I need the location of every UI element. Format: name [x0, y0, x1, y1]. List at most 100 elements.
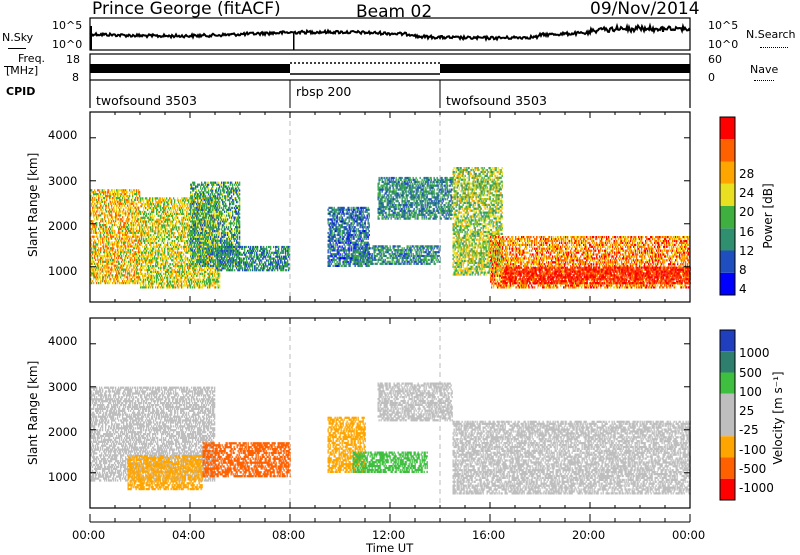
power-pixel: [200, 230, 201, 232]
power-pixel: [142, 234, 143, 236]
power-pixel: [162, 250, 163, 252]
power-pixel: [106, 197, 107, 199]
power-pixel: [92, 203, 93, 205]
power-pixel: [182, 223, 183, 225]
power-pixel: [100, 282, 101, 284]
power-pixel: [105, 282, 106, 284]
power-pixel: [223, 238, 224, 240]
power-pixel: [112, 224, 113, 226]
power-pixel: [171, 246, 172, 248]
power-pixel: [127, 205, 128, 207]
power-pixel: [91, 230, 92, 232]
power-pixel: [151, 234, 152, 236]
power-pixel: [205, 259, 206, 261]
power-pixel: [95, 228, 96, 230]
power-pixel: [108, 189, 109, 191]
power-pixel: [226, 186, 227, 188]
power-pixel: [172, 275, 173, 277]
power-pixel: [160, 205, 161, 207]
power-pixel: [165, 209, 166, 211]
power-pixel: [150, 265, 151, 267]
power-pixel: [196, 189, 197, 191]
power-pixel: [132, 218, 133, 220]
power-pixel: [153, 244, 154, 246]
power-pixel: [160, 265, 161, 267]
power-pixel: [210, 222, 211, 224]
power-pixel: [203, 261, 204, 263]
power-pixel: [193, 222, 194, 224]
power-pixel: [143, 207, 144, 209]
power-pixel: [110, 280, 111, 282]
power-pixel: [103, 234, 104, 236]
power-pixel: [195, 230, 196, 232]
power-pixel: [106, 240, 107, 242]
power-pixel: [107, 257, 108, 259]
power-pixel: [154, 240, 155, 242]
power-pixel: [103, 270, 104, 272]
power-pixel: [129, 189, 130, 191]
power-pixel: [124, 240, 125, 242]
power-pixel: [161, 209, 162, 211]
power-pixel: [200, 251, 201, 253]
power-pixel: [94, 218, 95, 220]
power-pixel: [178, 199, 179, 201]
power-pixel: [94, 210, 95, 212]
power-pixel: [111, 214, 112, 216]
power-pixel: [204, 193, 205, 195]
power-pixel: [146, 250, 147, 252]
power-pixel: [191, 244, 192, 246]
power-pixel: [191, 205, 192, 207]
power-pixel: [223, 209, 224, 211]
power-pixel: [110, 253, 111, 255]
power-pixel: [178, 248, 179, 250]
power-pixel: [173, 197, 174, 199]
power-pixel: [211, 282, 212, 284]
power-pixel: [176, 228, 177, 230]
power-pixel: [154, 279, 155, 281]
power-pixel: [127, 257, 128, 259]
power-pixel: [140, 271, 141, 273]
power-pixel: [214, 253, 215, 255]
power-pixel: [197, 211, 198, 213]
power-pixel: [103, 226, 104, 228]
power-pixel: [185, 255, 186, 257]
power-pixel: [114, 243, 115, 245]
power-pixel: [163, 242, 164, 244]
power-pixel: [104, 197, 105, 199]
power-pixel: [180, 232, 181, 234]
power-pixel: [129, 241, 130, 243]
power-pixel: [185, 209, 186, 211]
power-pixel: [143, 282, 144, 284]
power-pixel: [193, 236, 194, 238]
power-pixel: [220, 222, 221, 224]
power-pixel: [124, 236, 125, 238]
power-pixel: [97, 255, 98, 257]
power-pixel: [145, 253, 146, 255]
power-pixel: [181, 284, 182, 286]
power-pixel: [160, 219, 161, 221]
power-pixel: [149, 281, 150, 283]
power-pixel: [168, 273, 169, 275]
power-pixel: [218, 203, 219, 205]
power-pixel: [126, 247, 127, 249]
power-pixel: [142, 259, 143, 261]
power-pixel: [219, 207, 220, 209]
power-pixel: [124, 205, 125, 207]
power-pixel: [198, 232, 199, 234]
power-pixel: [127, 232, 128, 234]
power-pixel: [184, 282, 185, 284]
power-pixel: [221, 184, 222, 186]
power-pixel: [121, 257, 122, 259]
power-pixel: [191, 226, 192, 228]
power-pixel: [190, 277, 191, 279]
power-pixel: [148, 265, 149, 267]
power-pixel: [102, 207, 103, 209]
power-pixel: [187, 244, 188, 246]
power-pixel: [168, 257, 169, 259]
power-pixel: [212, 244, 213, 246]
power-pixel: [128, 197, 129, 199]
power-pixel: [184, 261, 185, 263]
power-pixel: [173, 259, 174, 261]
power-pixel: [164, 253, 165, 255]
power-pixel: [209, 275, 210, 277]
